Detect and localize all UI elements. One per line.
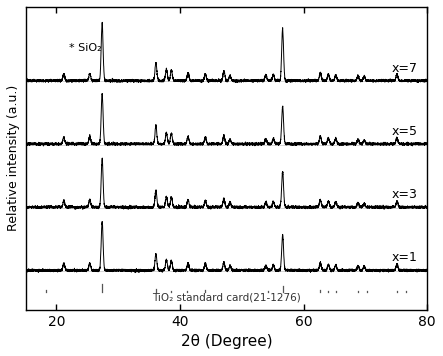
Y-axis label: Relative intensity (a.u.): Relative intensity (a.u.) [7,85,20,231]
Text: TiO₂ standard card(21-1276): TiO₂ standard card(21-1276) [152,293,301,303]
X-axis label: 2θ (Degree): 2θ (Degree) [181,334,272,349]
Text: x=5: x=5 [392,125,418,138]
Text: x=7: x=7 [392,62,418,75]
Text: * SiO₂: * SiO₂ [69,43,101,53]
Text: x=3: x=3 [392,188,418,201]
Text: x=1: x=1 [392,251,418,264]
